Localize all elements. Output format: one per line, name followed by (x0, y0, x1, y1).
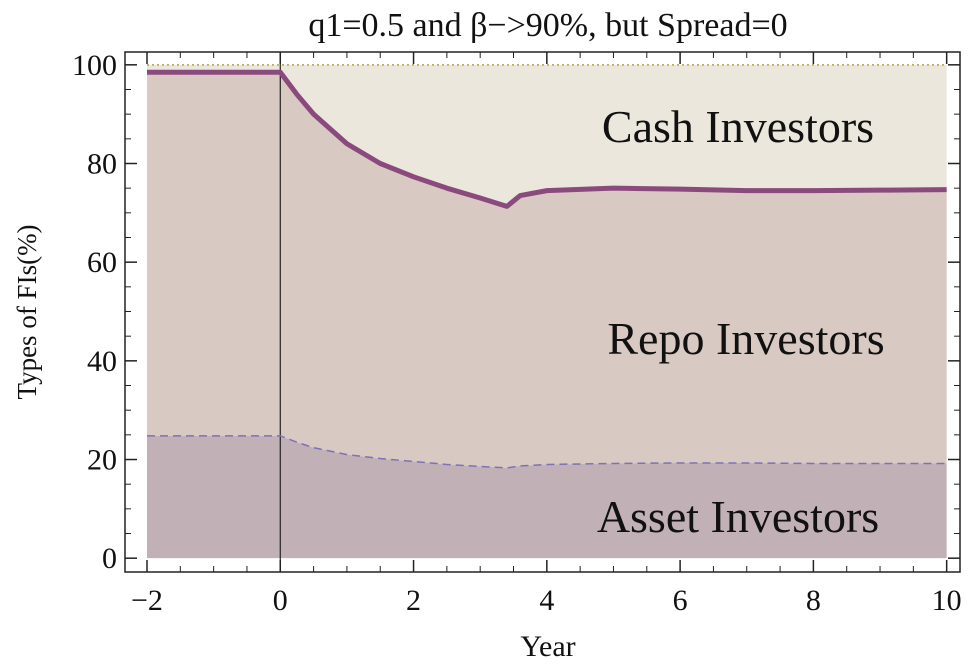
y-tick-label: 100 (72, 49, 117, 82)
x-tick-label: 10 (932, 584, 962, 617)
asset-area (146, 435, 947, 559)
x-tick-label: 8 (806, 584, 821, 617)
x-tick-label: 6 (673, 584, 688, 617)
x-tick-label: 2 (406, 584, 421, 617)
region-label: Cash Investors (602, 101, 874, 152)
y-axis-label: Types of FIs(%) (12, 224, 42, 399)
y-tick-label: 40 (87, 345, 117, 378)
chart-title: q1=0.5 and β−>90%, but Spread=0 (308, 7, 787, 44)
x-axis-label: Year (520, 630, 575, 663)
series-line (146, 435, 947, 469)
y-tick-label: 80 (87, 147, 117, 180)
y-tick-label: 0 (102, 542, 117, 575)
cash-area (146, 64, 947, 207)
region-label: Repo Investors (607, 313, 884, 364)
region-label: Asset Investors (597, 491, 879, 542)
series-line (146, 69, 947, 209)
repo-area (146, 72, 947, 468)
y-tick-label: 20 (87, 444, 117, 477)
x-tick-label: 0 (273, 584, 288, 617)
y-tick-label: 60 (87, 246, 117, 279)
x-tick-label: −2 (131, 584, 163, 617)
x-tick-label: 4 (539, 584, 554, 617)
